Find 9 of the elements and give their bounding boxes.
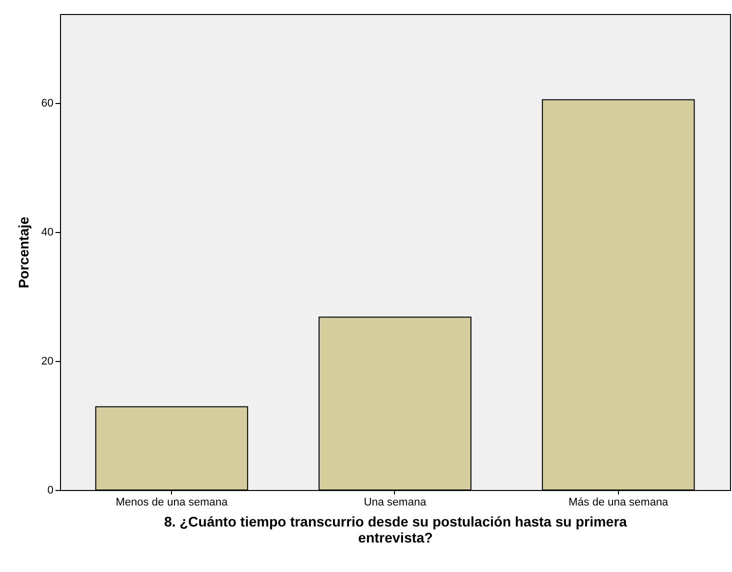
x-tick-label: Una semana — [364, 496, 428, 508]
x-tick-label: Menos de una semana — [116, 496, 228, 508]
x-axis-title: 8. ¿Cuánto tiempo transcurrio desde su postulación hasta su primera entrevista? — [164, 514, 628, 546]
y-tick-label: 20 — [41, 356, 54, 368]
y-tick-label: 40 — [41, 226, 54, 239]
x-tick-label: Más de una semana — [568, 496, 670, 508]
y-tick-label: 0 — [47, 484, 54, 496]
y-tick-label: 60 — [41, 98, 54, 110]
y-axis-title: Porcentaje — [15, 216, 32, 288]
